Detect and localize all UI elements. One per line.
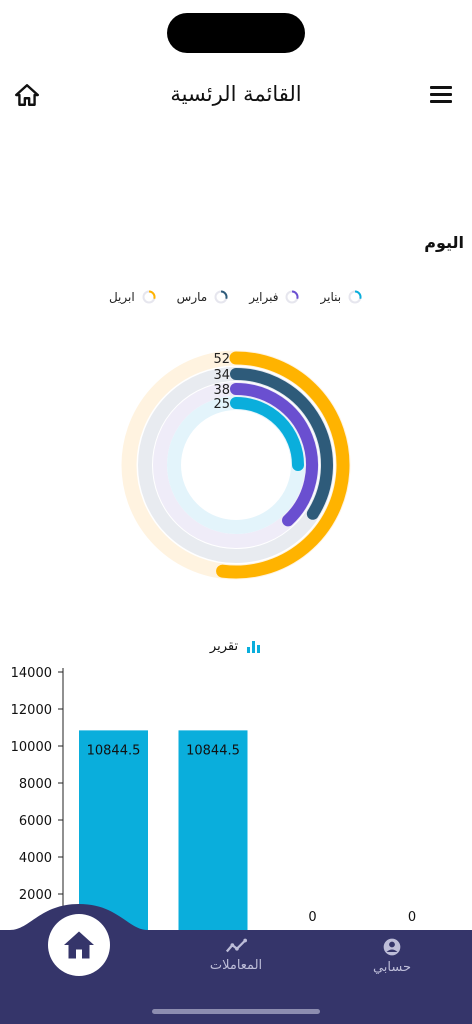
bar-chart-icon [247,641,261,653]
ring-value-label: 25 [213,397,230,412]
account-icon [383,938,401,956]
trend-icon [225,938,247,953]
today-heading: اليوم [424,233,464,252]
bar [178,730,248,931]
nav-account-label: حسابي [372,960,412,975]
nav-transactions-label: المعاملات [209,958,263,973]
nav-transactions[interactable]: المعاملات [196,937,276,973]
legend-label: ابريل [108,290,135,304]
nav-account[interactable]: حسابي [352,937,432,975]
legend-item[interactable]: بناير [320,287,363,307]
app-header: القائمة الرئسية [0,70,472,124]
bar [79,730,148,931]
device-notch [167,13,305,53]
menu-icon[interactable] [430,86,452,104]
y-tick-label: 6000 [19,814,52,829]
bar-value-label: 0 [408,910,416,925]
y-tick-label: 10000 [11,740,52,755]
chart-legend: بناير فبراير مارس ابريل [0,287,472,307]
report-title: تقرير [0,638,472,654]
home-nav-button[interactable] [48,914,110,976]
legend-item[interactable]: مارس [177,287,230,307]
ring-value-label: 52 [213,352,230,367]
legend-ring-icon [348,290,362,304]
home-nav-icon [64,931,94,959]
ring-arc [230,368,333,520]
y-tick-label: 2000 [19,888,52,903]
home-icon[interactable] [14,82,40,108]
legend-ring-icon [285,290,299,304]
legend-item[interactable]: ابريل [109,287,157,307]
bar-value-label: 10844.5 [186,743,240,758]
ring-value-label: 38 [213,383,230,398]
legend-ring-icon [142,290,156,304]
ring-arc [216,351,350,579]
legend-label: بناير [320,290,342,304]
y-tick-label: 8000 [19,777,52,792]
y-tick-label: 4000 [19,851,52,866]
y-tick-label: 14000 [11,666,52,681]
home-indicator [152,1009,320,1014]
bar-value-label: 0 [308,910,316,925]
nav-bump [0,904,472,960]
ring-arc [230,383,318,527]
bar-value-label: 10844.5 [87,743,141,758]
legend-label: فبراير [249,290,279,304]
y-tick-label: 12000 [11,703,52,718]
legend-item[interactable]: فبراير [249,287,300,307]
page-title: القائمة الرئسية [170,82,302,106]
legend-ring-icon [214,290,228,304]
ring-value-label: 34 [213,368,230,383]
bar-chart: 2000 4000 6000 8000 10000 12000 14000 10844.5 10… [11,666,416,931]
legend-label: مارس [176,290,208,304]
report-label: تقرير [209,638,239,654]
ring-arc [230,397,304,471]
